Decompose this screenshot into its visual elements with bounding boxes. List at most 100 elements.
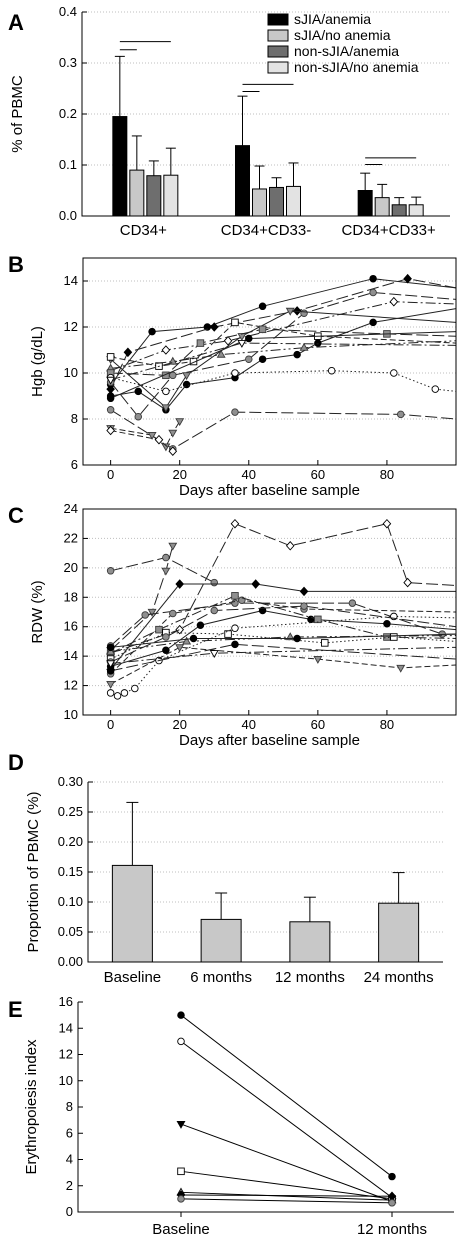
data-point — [106, 376, 116, 385]
data-point — [382, 518, 392, 529]
data-point — [161, 404, 171, 413]
data-point — [299, 342, 309, 351]
data-point — [293, 350, 301, 359]
bar — [374, 197, 390, 217]
bar — [112, 116, 128, 217]
series-line — [110, 643, 457, 672]
bar — [357, 190, 373, 217]
data-point — [231, 599, 239, 607]
y-axis-label: % of PBMC — [9, 75, 26, 153]
data-point — [348, 599, 357, 607]
category-label: CD34+CD33- — [221, 222, 311, 239]
panel-e: E 0 2 4 6 8 10 12 14 16 Baseline 12 months Erythropo… — [8, 994, 454, 1238]
y-tick-label: 0.1 — [59, 157, 77, 172]
data-point — [383, 620, 391, 628]
data-point — [106, 567, 115, 575]
data-point — [231, 592, 239, 600]
data-point — [237, 340, 247, 348]
y-tick-label: 0.15 — [58, 864, 83, 879]
x-tick-label: 20 — [172, 717, 186, 732]
y-tick-label: 0.0 — [59, 208, 77, 223]
data-point — [162, 633, 170, 641]
x-axis-label: Days after baseline sample — [179, 732, 360, 749]
data-point — [231, 369, 239, 377]
axes — [81, 12, 450, 217]
category-label: 12 months — [357, 1221, 427, 1238]
panel-letter-c: C — [8, 503, 24, 528]
data-point — [120, 689, 129, 697]
y-tick-label: 12 — [59, 1047, 73, 1062]
data-point — [106, 353, 115, 361]
x-tick-label: 80 — [380, 467, 394, 482]
data-point — [307, 615, 315, 624]
y-tick-label: 8 — [66, 1099, 73, 1114]
data-point — [161, 443, 171, 452]
panel-letter-e: E — [8, 997, 23, 1022]
data-point — [182, 636, 192, 645]
data-point — [106, 406, 115, 414]
x-tick-label: 40 — [242, 467, 256, 482]
data-point — [210, 578, 218, 587]
x-tick-label: 20 — [172, 467, 186, 482]
y-tick-label: 20 — [64, 560, 78, 575]
data-point — [223, 336, 233, 346]
x-tick-label: 0 — [107, 717, 114, 732]
series-line — [110, 545, 174, 651]
x-tick-label: 60 — [311, 467, 325, 482]
data-point — [162, 646, 170, 655]
data-point — [134, 412, 143, 421]
y-tick-label: 0.4 — [59, 4, 77, 19]
data-point — [106, 425, 115, 436]
series-line — [110, 328, 457, 376]
legend-label: sJIA/no anemia — [294, 27, 391, 43]
category-label: Baseline — [152, 1221, 210, 1238]
axes — [87, 782, 443, 963]
data-point — [230, 518, 240, 529]
data-point — [177, 1011, 185, 1019]
bar — [289, 921, 331, 963]
data-point — [231, 318, 239, 327]
data-point — [403, 577, 412, 588]
paired-line — [180, 1170, 393, 1200]
series-line — [110, 557, 215, 584]
panel-a: A 0.0 0.1 0.2 0.3 0.4 CD34+ CD34+CD33- CD34+CD33… — [8, 4, 450, 239]
data-point — [224, 630, 232, 638]
series-line — [110, 635, 457, 653]
y-tick-label: 16 — [59, 994, 73, 1009]
y-tick-label: 0.05 — [58, 924, 83, 939]
y-tick-label: 24 — [64, 501, 78, 516]
y-tick-label: 10 — [64, 365, 78, 380]
bar — [286, 185, 301, 217]
y-tick-label: 2 — [66, 1178, 73, 1193]
series-line — [110, 633, 457, 648]
paired-line — [180, 1123, 393, 1202]
data-point — [162, 387, 170, 396]
data-point — [161, 345, 171, 355]
y-tick-label: 0 — [66, 1204, 73, 1219]
paired-line — [180, 1014, 393, 1177]
data-point — [131, 684, 139, 693]
data-point — [327, 366, 336, 375]
category-label: 12 months — [275, 969, 345, 986]
y-tick-label: 16 — [64, 619, 78, 634]
data-point — [176, 1120, 186, 1129]
paired-line — [180, 1191, 393, 1201]
panel-d: D 0.00 0.05 0.10 0.15 0.20 0.25 0.30 Baseline 6 m… — [8, 750, 443, 986]
data-point — [113, 692, 122, 700]
y-tick-label: 0.10 — [58, 894, 83, 909]
paired-line — [180, 1040, 393, 1198]
x-tick-label: 0 — [107, 467, 114, 482]
data-point — [216, 349, 226, 358]
panel-letter-d: D — [8, 750, 24, 775]
data-point — [141, 611, 149, 619]
x-tick-label: 60 — [311, 717, 325, 732]
data-point — [300, 309, 308, 317]
category-label: 24 months — [364, 969, 434, 986]
panel-b: B 6 8 10 12 14 0 20 40 60 80 Days after baseline sa… — [8, 252, 457, 499]
data-point — [231, 624, 239, 632]
data-point — [162, 553, 170, 562]
y-tick-label: 10 — [64, 707, 78, 722]
data-point — [155, 625, 163, 634]
series-line — [110, 308, 457, 411]
